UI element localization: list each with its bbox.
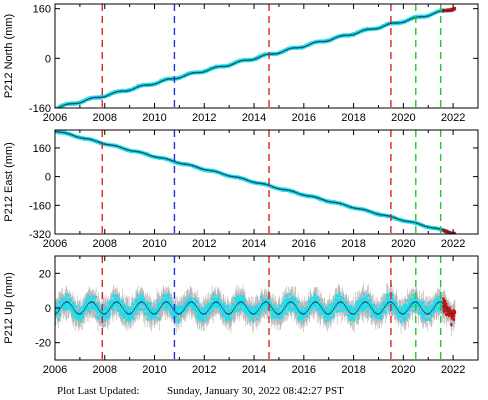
y-axis-label: P212 Up (mm) bbox=[3, 272, 15, 344]
panel-2: 2006 2008 2010 2012 2014 2016 2018 2020 2022 -320… bbox=[3, 129, 479, 250]
x-tick-label: 2006 bbox=[43, 238, 67, 250]
x-tick-label: 2018 bbox=[341, 364, 365, 376]
x-tick-label: 2014 bbox=[242, 112, 266, 124]
y-tick-label: -160 bbox=[29, 103, 51, 115]
x-tick-label: 2014 bbox=[242, 364, 266, 376]
panel-1: 2006 2008 2010 2012 2014 2016 2018 2020 2022 -160… bbox=[3, 3, 479, 124]
x-tick-label: 2010 bbox=[142, 364, 166, 376]
y-tick-label: 0 bbox=[45, 172, 51, 184]
x-tick-label: 2008 bbox=[93, 364, 117, 376]
x-tick-label: 2016 bbox=[292, 364, 316, 376]
x-tick-label: 2010 bbox=[142, 238, 166, 250]
x-tick-label: 2008 bbox=[93, 112, 117, 124]
x-tick-label: 2016 bbox=[292, 112, 316, 124]
x-tick-label: 2012 bbox=[192, 112, 216, 124]
x-tick-label: 2018 bbox=[341, 112, 365, 124]
x-tick-label: 2006 bbox=[43, 112, 67, 124]
y-tick-label: -160 bbox=[29, 200, 51, 212]
last-updated-timestamp: Sunday, January 30, 2022 08:42:27 PST bbox=[167, 385, 344, 397]
x-tick-label: 2022 bbox=[441, 112, 465, 124]
x-tick-label: 2012 bbox=[192, 238, 216, 250]
y-tick-label: -20 bbox=[35, 338, 51, 350]
plot-area bbox=[55, 282, 457, 337]
y-axis-label: P212 North (mm) bbox=[3, 14, 15, 98]
x-tick-label: 2022 bbox=[441, 364, 465, 376]
x-tick-label: 2020 bbox=[391, 238, 415, 250]
y-tick-label: 160 bbox=[33, 4, 51, 16]
x-tick-label: 2018 bbox=[341, 238, 365, 250]
y-axis-label: P212 East (mm) bbox=[3, 142, 15, 221]
panel-3: 2006 2008 2010 2012 2014 2016 2018 2020 2022 -20 0… bbox=[3, 255, 479, 376]
y-tick-label: -320 bbox=[29, 229, 51, 241]
plot-area bbox=[55, 6, 457, 108]
y-tick-label: 160 bbox=[33, 143, 51, 155]
model-trend bbox=[55, 301, 453, 315]
x-tick-label: 2014 bbox=[242, 238, 266, 250]
plot-area bbox=[55, 130, 457, 234]
model-trend bbox=[55, 130, 453, 234]
y-tick-label: 0 bbox=[45, 303, 51, 315]
x-tick-label: 2010 bbox=[142, 112, 166, 124]
last-updated-label: Plot Last Updated: bbox=[57, 385, 140, 397]
model-trend bbox=[56, 9, 453, 108]
x-tick-label: 2020 bbox=[391, 112, 415, 124]
x-tick-label: 2008 bbox=[93, 238, 117, 250]
plot-frame bbox=[54, 129, 479, 235]
x-tick-label: 2022 bbox=[441, 238, 465, 250]
x-tick-label: 2012 bbox=[192, 364, 216, 376]
y-tick-label: 20 bbox=[39, 268, 51, 280]
x-tick-label: 2020 bbox=[391, 364, 415, 376]
plot-frame bbox=[54, 3, 479, 109]
y-tick-label: 0 bbox=[45, 53, 51, 65]
x-tick-label: 2006 bbox=[43, 364, 67, 376]
x-tick-label: 2016 bbox=[292, 238, 316, 250]
